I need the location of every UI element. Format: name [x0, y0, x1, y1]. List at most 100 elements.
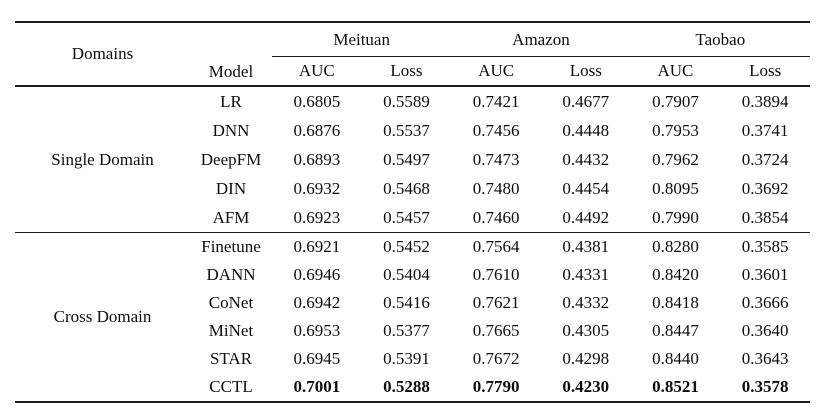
value-cell: 0.7421: [472, 91, 520, 111]
value-cell: 0.8095: [652, 178, 699, 198]
value-cell: 0.8521: [652, 377, 699, 396]
col-header-model: Model: [208, 62, 254, 81]
value-cell: 0.3643: [741, 349, 789, 368]
value-cell: 0.4448: [562, 120, 610, 140]
value-cell: 0.7460: [472, 207, 520, 227]
group-header-taobao: Taobao: [630, 22, 810, 57]
value-cell: 0.7621: [472, 293, 520, 312]
metric-header-loss: Loss: [749, 61, 782, 80]
model-cell: DeepFM: [200, 149, 262, 169]
value-cell: 0.3692: [741, 178, 789, 198]
model-cell: STAR: [209, 349, 253, 368]
value-cell: 0.3894: [741, 91, 789, 111]
model-cell: DIN: [215, 178, 247, 198]
table-row: AFM 0.6923 0.5457 0.7460 0.4492 0.7990 0…: [15, 203, 810, 233]
value-cell: 0.4492: [562, 207, 610, 227]
value-cell: 0.7990: [652, 207, 699, 227]
model-cell: Finetune: [190, 232, 272, 261]
metric-header-auc: AUC: [478, 61, 515, 80]
value-cell: 0.7907: [652, 91, 699, 111]
group-header-meituan: Meituan: [272, 22, 452, 57]
value-cell: 0.7473: [472, 149, 520, 169]
value-cell: 0.3601: [741, 265, 789, 284]
value-cell: 0.7953: [652, 120, 699, 140]
value-cell: 0.7610: [472, 265, 520, 284]
group-header-amazon: Amazon: [451, 22, 631, 57]
value-cell: 0.3585: [720, 232, 810, 261]
value-cell: 0.8280: [630, 232, 721, 261]
value-cell: 0.5452: [361, 232, 452, 261]
value-cell: 0.4454: [562, 178, 610, 198]
value-cell: 0.6945: [293, 349, 341, 368]
value-cell: 0.7456: [472, 120, 520, 140]
col-header-domains: Domains: [71, 44, 134, 63]
metric-header-auc: AUC: [298, 61, 335, 80]
section-single-domain: Single Domain LR 0.6805 0.5589 0.7421 0.…: [15, 86, 810, 233]
value-cell: 0.5497: [383, 149, 430, 169]
table-header: Domains Model Meituan Amazon Taobao AUC …: [15, 22, 810, 86]
model-cell: LR: [220, 91, 242, 111]
value-cell: 0.4332: [562, 293, 610, 312]
value-cell: 0.7480: [472, 178, 520, 198]
value-cell: 0.8440: [652, 349, 699, 368]
value-cell: 0.8447: [652, 321, 699, 340]
value-cell: 0.8420: [652, 265, 699, 284]
value-cell: 0.3854: [741, 207, 789, 227]
value-cell: 0.7672: [472, 349, 520, 368]
value-cell: 0.6921: [272, 232, 362, 261]
value-cell: 0.5468: [383, 178, 430, 198]
value-cell: 0.6893: [293, 149, 341, 169]
value-cell: 0.4381: [540, 232, 631, 261]
metric-header-loss: Loss: [569, 61, 602, 80]
value-cell: 0.4305: [562, 321, 610, 340]
metric-header-loss: Loss: [390, 61, 423, 80]
value-cell: 0.5589: [383, 91, 430, 111]
value-cell: 0.6923: [293, 207, 341, 227]
table-row: DNN 0.6876 0.5537 0.7456 0.4448 0.7953 0…: [15, 116, 810, 145]
value-cell: 0.3578: [741, 377, 789, 396]
model-cell: CoNet: [208, 293, 254, 312]
table-row: DeepFM 0.6893 0.5497 0.7473 0.4432 0.796…: [15, 145, 810, 174]
value-cell: 0.4331: [562, 265, 610, 284]
value-cell: 0.7564: [451, 232, 541, 261]
value-cell: 0.4230: [562, 377, 610, 396]
table-row: MiNet 0.6953 0.5377 0.7665 0.4305 0.8447…: [15, 317, 810, 345]
domain-label-cross: Cross Domain: [15, 232, 190, 402]
value-cell: 0.7790: [472, 377, 520, 396]
value-cell: 0.6942: [293, 293, 341, 312]
table-row: Single Domain LR 0.6805 0.5589 0.7421 0.…: [15, 86, 810, 169]
value-cell: 0.6932: [293, 178, 341, 198]
value-cell: 0.8418: [652, 293, 699, 312]
model-cell: MiNet: [208, 321, 254, 340]
section-cross-domain: Cross Domain Finetune 0.6921 0.5452 0.75…: [15, 232, 810, 402]
value-cell: 0.6946: [293, 265, 341, 284]
value-cell: 0.4677: [562, 91, 610, 111]
value-cell: 0.3666: [741, 293, 789, 312]
value-cell: 0.5391: [383, 349, 430, 368]
table-row: CoNet 0.6942 0.5416 0.7621 0.4332 0.8418…: [15, 289, 810, 317]
metric-header-row: AUC Loss AUC Loss AUC Loss: [15, 57, 810, 87]
value-cell: 0.5537: [383, 120, 430, 140]
value-cell: 0.3724: [741, 149, 789, 169]
table-row: STAR 0.6945 0.5391 0.7672 0.4298 0.8440 …: [15, 345, 810, 373]
model-cell: CCTL: [209, 377, 253, 396]
value-cell: 0.6805: [293, 91, 341, 111]
value-cell: 0.5457: [383, 207, 430, 227]
value-cell: 0.6876: [293, 120, 341, 140]
metric-header-auc: AUC: [657, 61, 694, 80]
table-row: Cross Domain Finetune 0.6921 0.5452 0.75…: [15, 232, 810, 402]
value-cell: 0.7001: [293, 377, 341, 396]
table-row: DANN 0.6946 0.5404 0.7610 0.4331 0.8420 …: [15, 261, 810, 289]
value-cell: 0.3741: [741, 120, 789, 140]
model-cell: DANN: [206, 265, 256, 284]
value-cell: 0.5288: [383, 377, 430, 396]
value-cell: 0.7665: [472, 321, 520, 340]
value-cell: 0.4432: [562, 149, 610, 169]
value-cell: 0.3640: [741, 321, 789, 340]
table-row: DIN 0.6932 0.5468 0.7480 0.4454 0.8095 0…: [15, 174, 810, 203]
table-row-best: CCTL 0.7001 0.5288 0.7790 0.4230 0.8521 …: [15, 373, 810, 402]
value-cell: 0.5404: [383, 265, 430, 284]
group-header-row: Domains Model Meituan Amazon Taobao: [15, 22, 810, 81]
value-cell: 0.4298: [562, 349, 610, 368]
